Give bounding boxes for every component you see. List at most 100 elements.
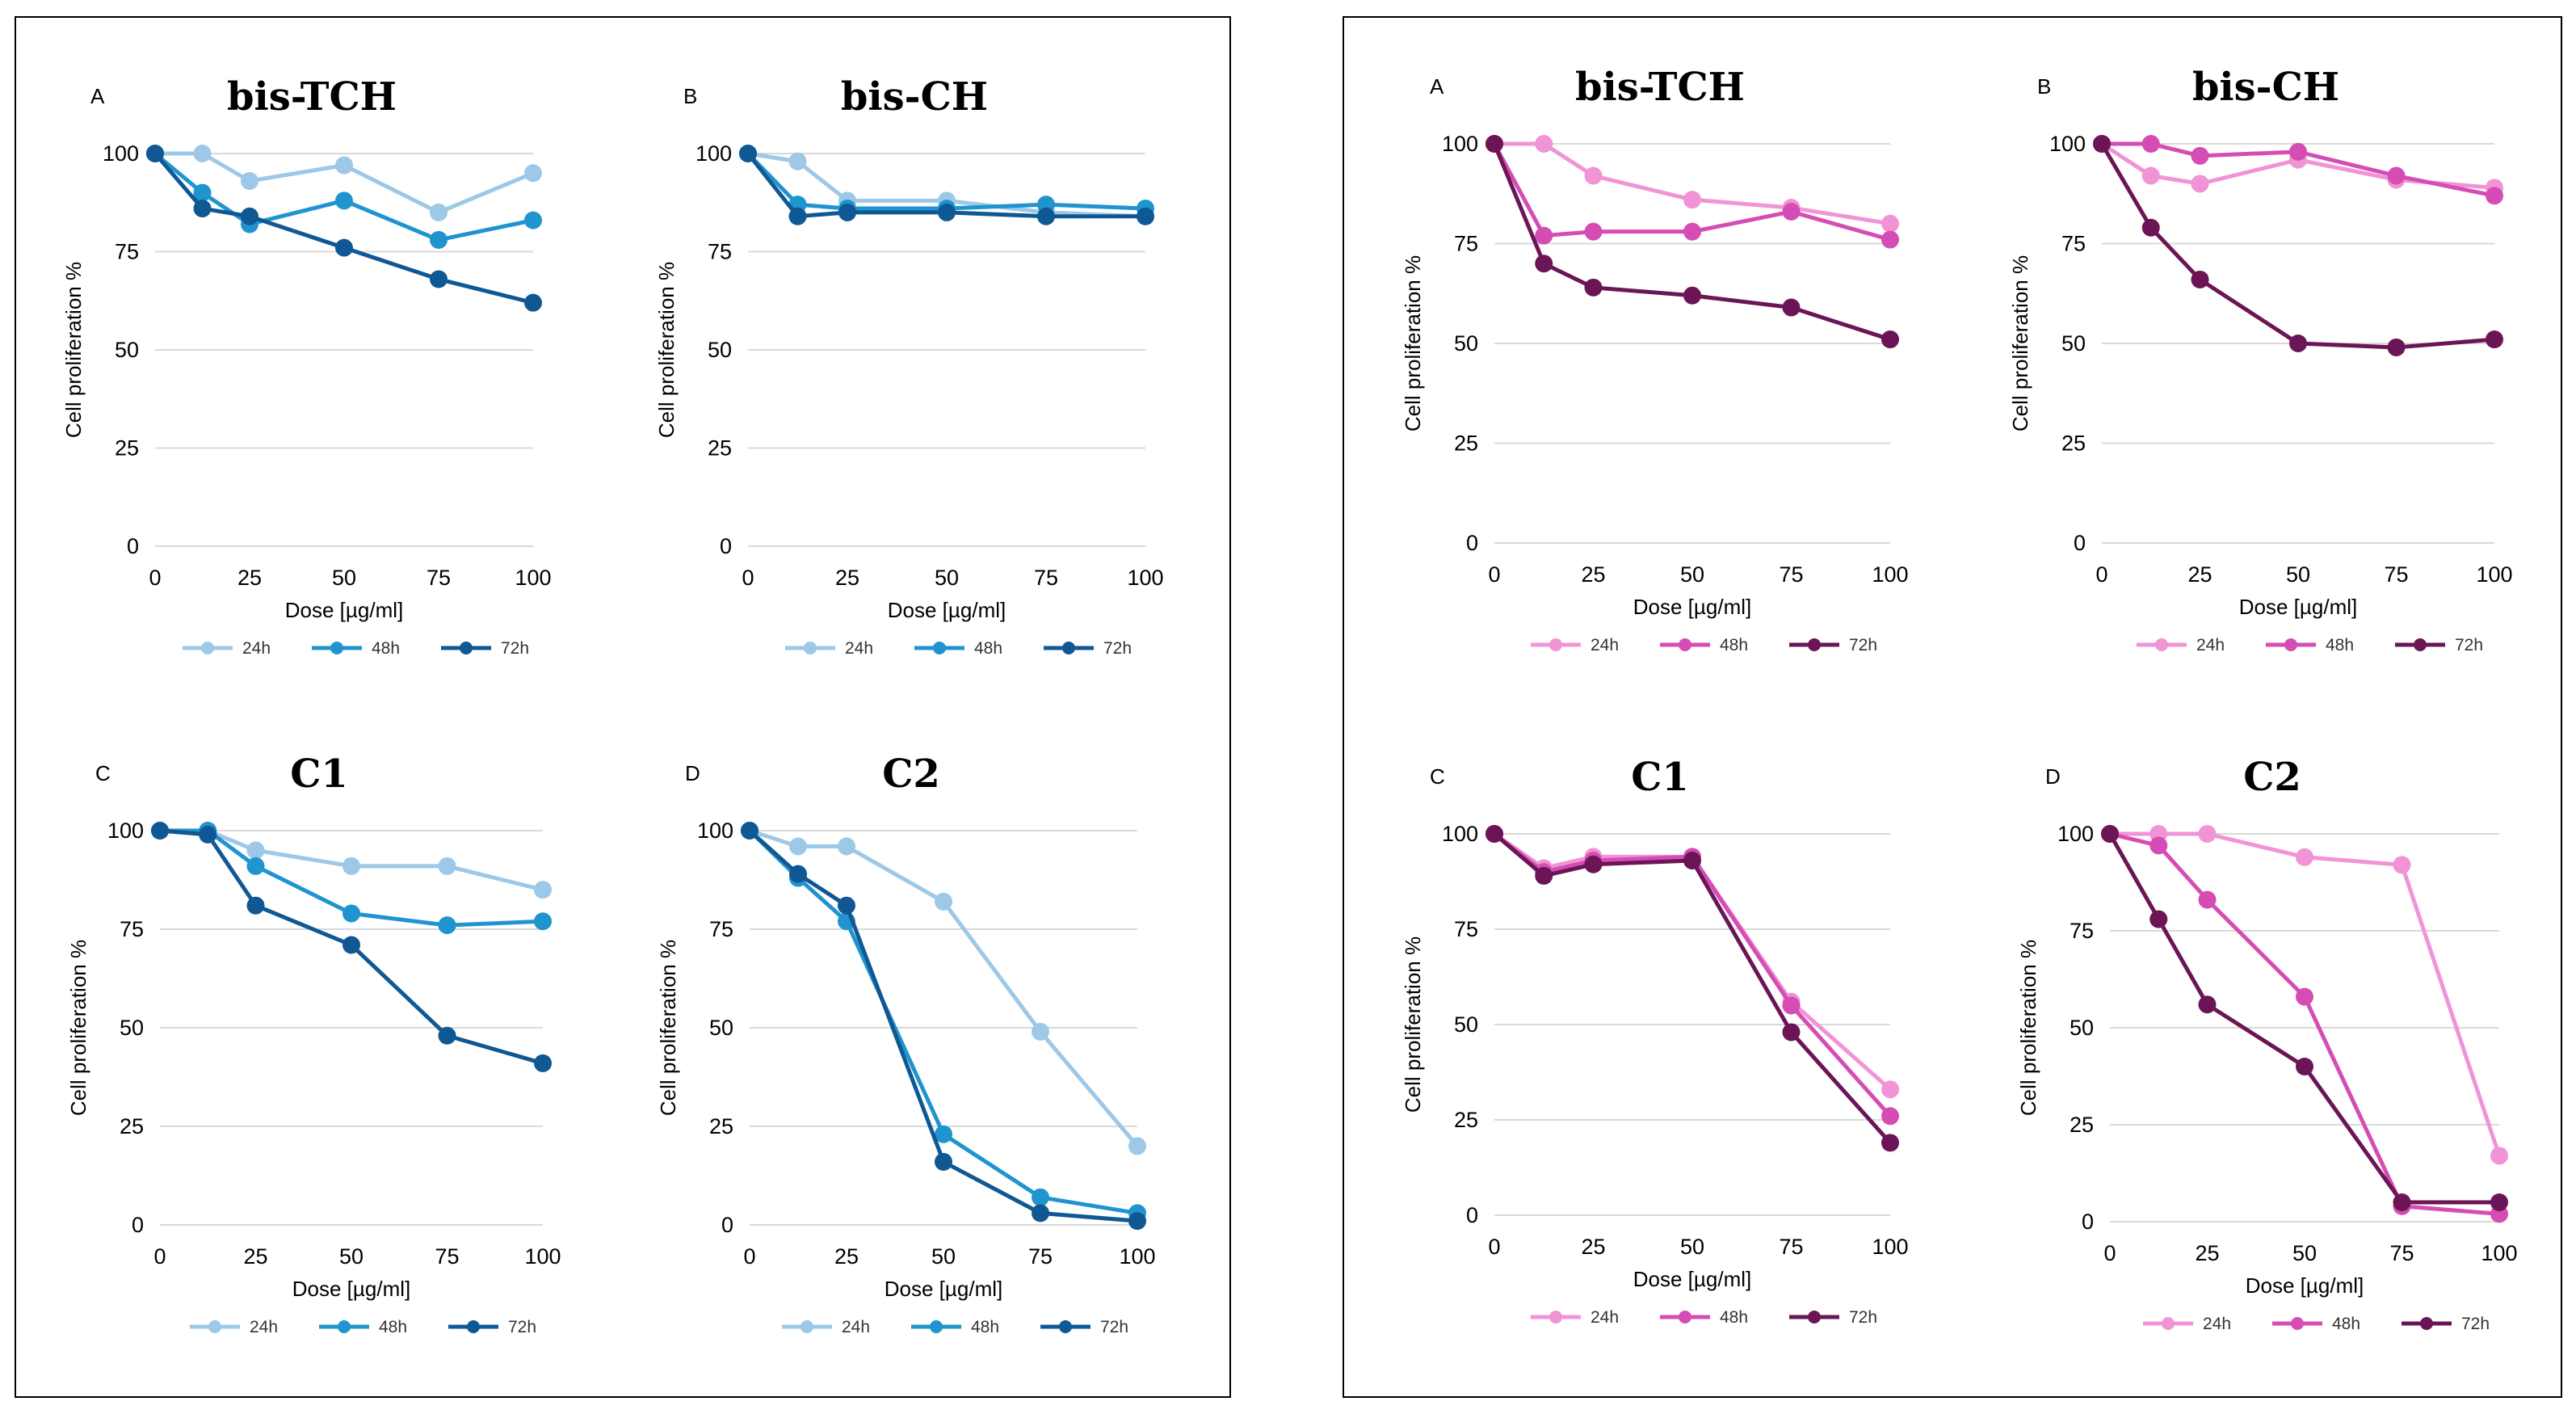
data-point-72h: [938, 203, 956, 221]
y-tick-label: 0: [720, 534, 732, 558]
y-tick-label: 0: [1466, 531, 1478, 555]
data-point-72h: [241, 207, 258, 225]
x-tick-label: 25: [2187, 562, 2212, 587]
y-tick-label: 100: [1442, 132, 1478, 156]
x-tick-label: 100: [1872, 562, 1908, 587]
y-tick-label: 25: [1454, 431, 1478, 456]
x-tick-label: 75: [2384, 562, 2408, 587]
data-point-48h: [1584, 222, 1603, 241]
legend-marker-72h: [2420, 1317, 2433, 1330]
x-tick-label: 100: [2481, 1241, 2517, 1265]
x-tick-label: 100: [515, 566, 551, 590]
data-point-48h: [2141, 135, 2160, 153]
data-point-24h: [2191, 175, 2209, 193]
data-point-48h: [2296, 987, 2313, 1006]
panel-letter: D: [685, 761, 700, 785]
chart-panel-blue-d: D C2 0 25 50 75 100 0 25 50 75 100 Dose [µg/ml] Cell …: [656, 751, 1156, 1336]
data-point-48h: [2289, 142, 2307, 161]
data-point-72h: [741, 822, 759, 840]
x-axis-title: Dose [µg/ml]: [1633, 1267, 1751, 1291]
data-point-72h: [1535, 866, 1553, 885]
y-axis-title: Cell proliferation %: [1401, 936, 1425, 1113]
chart-panel-blue-c: C C1 0 25 50 75 100 0 25 50 75 100 Dose [µg/ml] Cell …: [66, 751, 561, 1336]
panel-letter: B: [683, 84, 697, 108]
x-tick-label: 75: [2389, 1241, 2414, 1265]
legend-marker-24h: [201, 642, 214, 654]
data-point-24h: [193, 145, 212, 162]
y-tick-label: 50: [1454, 1012, 1478, 1037]
y-tick-label: 50: [1454, 331, 1478, 356]
data-point-48h: [524, 211, 542, 229]
legend-label-48h: 48h: [971, 1318, 999, 1336]
y-tick-label: 0: [127, 534, 139, 558]
legend-marker-72h: [1808, 638, 1821, 651]
data-point-24h: [1535, 135, 1553, 153]
x-tick-label: 50: [2292, 1241, 2317, 1265]
legend-label-72h: 72h: [501, 639, 529, 658]
series-line-48h: [746, 152, 1146, 211]
chart-panel-pink-c: C C1 0 25 50 75 100 0 25 50 75 100 Dose [µg/ml] Cell …: [1401, 755, 1909, 1327]
data-point-72h: [1486, 825, 1503, 843]
data-point-72h: [1683, 852, 1701, 870]
y-axis-title: Cell proliferation %: [66, 940, 90, 1116]
data-point-72h: [1782, 1023, 1801, 1042]
legend-marker-48h: [2291, 1317, 2304, 1330]
legend-marker-48h: [933, 642, 946, 654]
legend-marker-72h: [1808, 1311, 1821, 1324]
data-point-24h: [534, 881, 552, 899]
series-line-48h: [2109, 831, 2500, 1216]
y-axis-title: Cell proliferation %: [2008, 255, 2032, 431]
data-point-72h: [2490, 1193, 2508, 1211]
data-point-72h: [1584, 278, 1603, 297]
data-point-48h: [193, 183, 212, 202]
data-point-24h: [2198, 825, 2217, 843]
x-tick-label: 50: [339, 1244, 363, 1269]
panel-title: bis-CH: [841, 74, 988, 120]
panel-title: bis-TCH: [227, 74, 397, 120]
data-point-72h: [2393, 1193, 2411, 1211]
x-tick-label: 0: [742, 566, 754, 590]
data-point-72h: [788, 207, 807, 225]
data-point-72h: [1032, 1204, 1049, 1223]
legend-label-24h: 24h: [1591, 1308, 1619, 1327]
data-point-72h: [438, 1026, 456, 1045]
data-point-72h: [524, 293, 542, 312]
data-point-72h: [2191, 270, 2209, 288]
data-point-24h: [1881, 1080, 1899, 1099]
y-axis-title: Cell proliferation %: [61, 262, 86, 438]
data-point-48h: [1782, 202, 1801, 221]
y-tick-label: 25: [2061, 431, 2086, 456]
data-point-72h: [193, 200, 212, 218]
data-point-48h: [1782, 996, 1801, 1015]
legend-marker-24h: [1549, 1311, 1562, 1324]
legend-marker-72h: [467, 1320, 480, 1333]
legend-marker-72h: [460, 642, 473, 654]
y-tick-label: 25: [120, 1114, 144, 1138]
x-tick-label: 25: [2195, 1241, 2219, 1265]
data-point-72h: [2387, 338, 2406, 356]
y-axis-title: Cell proliferation %: [654, 262, 679, 438]
x-tick-label: 75: [435, 1244, 459, 1269]
data-point-72h: [246, 896, 265, 915]
data-point-24h: [342, 856, 360, 875]
legend-label-72h: 72h: [1849, 1308, 1877, 1327]
data-point-24h: [2393, 856, 2411, 874]
data-point-24h: [2141, 166, 2160, 185]
x-axis-title: Dose [µg/ml]: [885, 1277, 1002, 1301]
data-point-24h: [438, 856, 456, 875]
x-tick-label: 75: [1034, 566, 1058, 590]
legend-label-72h: 72h: [2455, 636, 2483, 654]
panel-title: C1: [290, 751, 348, 797]
panel-letter: A: [1430, 74, 1444, 99]
y-axis-title: Cell proliferation %: [656, 940, 680, 1116]
y-tick-label: 75: [709, 917, 733, 941]
data-point-72h: [146, 145, 164, 162]
x-tick-label: 25: [835, 566, 859, 590]
data-point-24h: [246, 841, 265, 860]
left-figure-frame: [15, 16, 1231, 1398]
data-point-24h: [241, 172, 258, 191]
data-point-72h: [199, 825, 217, 844]
legend-label-24h: 24h: [1591, 636, 1619, 654]
data-point-72h: [2296, 1058, 2313, 1075]
legend-marker-24h: [2155, 638, 2168, 651]
